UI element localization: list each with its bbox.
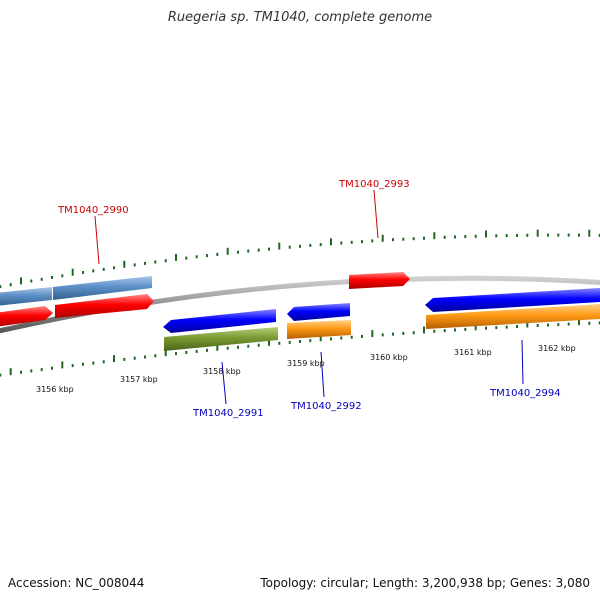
- gene-label-2993[interactable]: TM1040_2993: [338, 179, 410, 190]
- genome-summary: Topology: circular; Length: 3,200,938 bp…: [260, 576, 590, 590]
- gene-label-2990[interactable]: TM1040_2990: [57, 205, 129, 216]
- forward-gene-2989[interactable]: [0, 306, 53, 327]
- tick-label-3156: 3156 kbp: [36, 385, 74, 394]
- tick-label-3158: 3158 kbp: [203, 367, 241, 376]
- reverse-cds-2992[interactable]: [287, 320, 351, 339]
- reverse-gene-2992[interactable]: [287, 303, 350, 321]
- gene-label-2992[interactable]: TM1040_2992: [290, 401, 362, 412]
- reverse-cds-2994[interactable]: [426, 304, 600, 329]
- tick-label-3157: 3157 kbp: [120, 375, 158, 384]
- scale-labels: 3156 kbp 3157 kbp 3158 kbp 3159 kbp 3160…: [36, 344, 576, 394]
- gene-label-2994[interactable]: TM1040_2994: [489, 388, 561, 399]
- tick-label-3161: 3161 kbp: [454, 348, 492, 357]
- reverse-cds-2991[interactable]: [164, 327, 278, 351]
- reverse-gene-2994[interactable]: [425, 288, 600, 312]
- tick-label-3159: 3159 kbp: [287, 359, 325, 368]
- tick-label-3162: 3162 kbp: [538, 344, 576, 353]
- gene-label-leaders: [94, 189, 524, 405]
- forward-cds-feature[interactable]: [0, 276, 152, 306]
- reverse-gene-2991[interactable]: [163, 309, 276, 333]
- forward-gene-2993[interactable]: [349, 272, 410, 289]
- forward-gene-2990[interactable]: [55, 294, 154, 318]
- page-title: Ruegeria sp. TM1040, complete genome: [167, 10, 433, 25]
- gene-label-2991[interactable]: TM1040_2991: [192, 408, 264, 419]
- accession-label: Accession: NC_008044: [8, 576, 145, 590]
- tick-label-3160: 3160 kbp: [370, 353, 408, 362]
